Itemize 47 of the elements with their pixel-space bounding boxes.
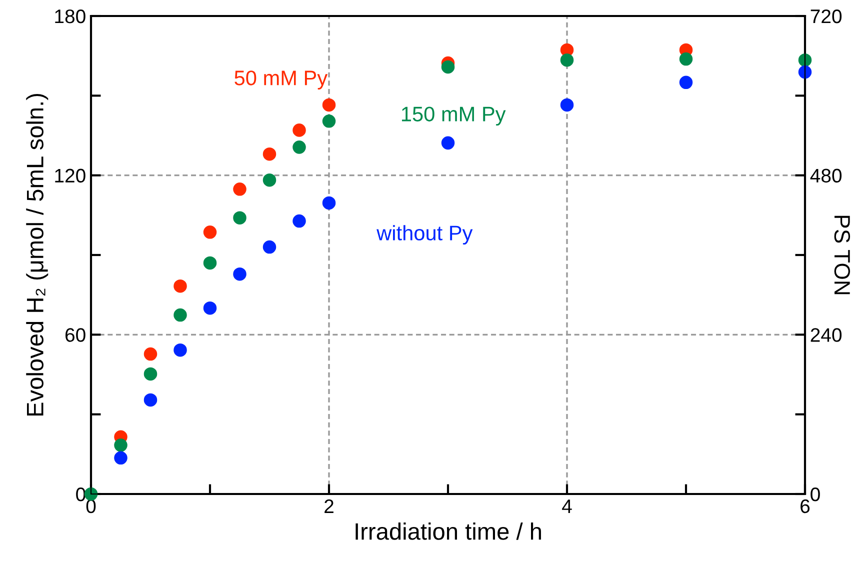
y2-axis-title: PS TON xyxy=(834,216,850,294)
point xyxy=(679,52,693,66)
point xyxy=(144,347,158,361)
point xyxy=(174,308,187,322)
point xyxy=(233,267,246,281)
point xyxy=(679,76,693,90)
y-tick-label: 120 xyxy=(55,168,86,183)
point xyxy=(174,343,187,357)
y2-tick-label: 720 xyxy=(810,9,842,24)
point xyxy=(114,451,128,465)
point xyxy=(233,211,246,224)
text: without Py xyxy=(376,225,473,245)
point xyxy=(292,214,306,228)
point xyxy=(560,98,574,112)
x-tick-label: 2 xyxy=(324,499,334,513)
y-tick-label: 60 xyxy=(66,328,86,342)
point xyxy=(798,65,812,79)
x-tick-label: 6 xyxy=(800,499,810,514)
y2-tick-label: 0 xyxy=(810,487,820,502)
point xyxy=(441,60,455,74)
y2-tick-label: 480 xyxy=(810,168,842,183)
point xyxy=(203,301,217,315)
y-axis-title: Evoloved H₂ (μmol / 5mL soln.) xyxy=(26,94,48,416)
point xyxy=(203,226,217,239)
series-label: 50 mM Py xyxy=(234,70,328,90)
point xyxy=(798,53,812,67)
text: 150 mM Py xyxy=(402,106,506,126)
point xyxy=(441,136,455,150)
point xyxy=(144,367,158,381)
point xyxy=(262,240,276,254)
x-axis-title: Irradiation time / h xyxy=(356,522,541,540)
x-tick-label: 4 xyxy=(562,500,572,513)
point xyxy=(174,279,187,293)
point xyxy=(144,393,158,407)
point xyxy=(322,196,336,210)
point xyxy=(203,256,217,270)
point xyxy=(262,147,276,161)
point xyxy=(233,182,246,196)
point xyxy=(262,173,276,187)
y2-tick-label: 240 xyxy=(810,328,842,342)
point xyxy=(322,114,336,128)
point xyxy=(292,124,306,137)
point xyxy=(114,438,128,452)
point xyxy=(322,98,336,112)
point xyxy=(560,53,574,67)
y-tick-label: 180 xyxy=(55,9,86,24)
point xyxy=(292,140,306,154)
